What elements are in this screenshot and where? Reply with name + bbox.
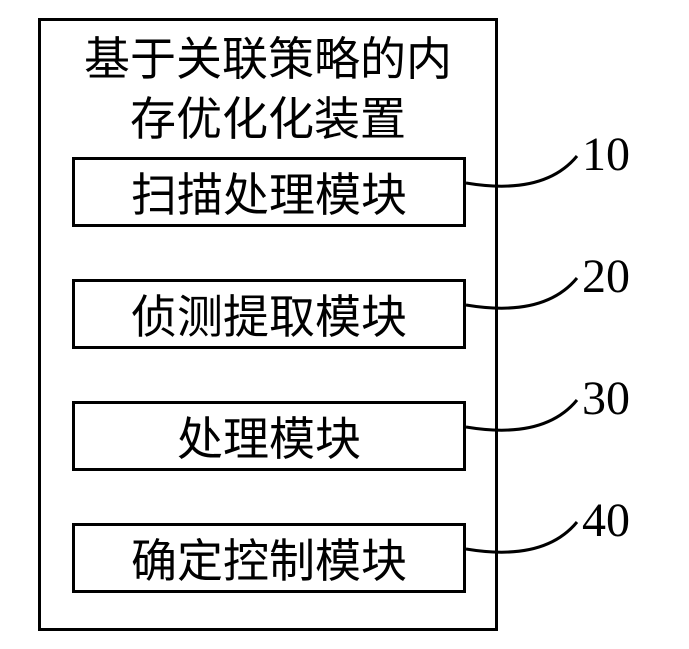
title-line1: 基于关联策略的内 [84,34,452,85]
module-detect-extract: 侦测提取模块 [72,279,466,349]
reference-number-20: 20 [582,249,630,304]
leader-line-40 [461,517,582,567]
module-determine-control: 确定控制模块 [72,523,466,593]
leader-line-20 [461,273,582,323]
device-title: 基于关联策略的内 存优化化装置 [50,30,486,150]
module-determine-control-label: 确定控制模块 [131,525,407,591]
module-detect-extract-label: 侦测提取模块 [131,281,407,347]
title-line2: 存优化化装置 [130,94,406,145]
diagram-canvas: 基于关联策略的内 存优化化装置 扫描处理模块 10 侦测提取模块 20 处理模块… [0,0,689,649]
leader-line-10 [461,151,582,201]
module-scan-processing: 扫描处理模块 [72,157,466,227]
reference-number-30: 30 [582,371,630,426]
reference-number-40: 40 [582,493,630,548]
module-processing: 处理模块 [72,401,466,471]
module-processing-label: 处理模块 [177,403,361,469]
reference-number-10: 10 [582,127,630,182]
module-scan-processing-label: 扫描处理模块 [131,159,407,225]
leader-line-30 [461,395,582,445]
